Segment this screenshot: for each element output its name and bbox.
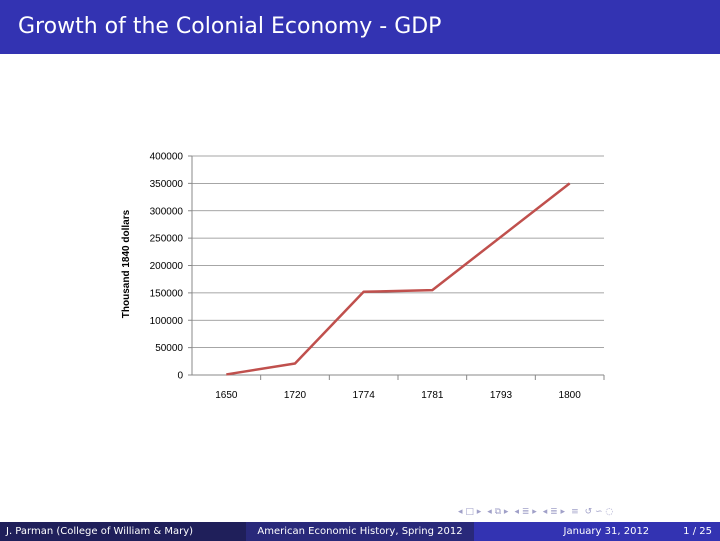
y-tick-label-7: 350000 <box>150 179 184 190</box>
x-axis-tick-labels: 1650 1720 1774 1781 1793 1800 <box>215 375 605 401</box>
nav-section-icon[interactable]: ◂ ≣ ▸ <box>514 507 537 517</box>
footer-course: American Economic History, Spring 2012 <box>246 522 474 541</box>
footer: J. Parman (College of William & Mary) Am… <box>0 522 720 541</box>
series-line-0 <box>226 182 571 376</box>
y-tick-label-1: 50000 <box>155 343 183 354</box>
footer-date: January 31, 2012 <box>563 526 650 537</box>
title-bar: Growth of the Colonial Economy - GDP <box>0 0 720 54</box>
gridlines <box>192 155 604 349</box>
footer-page-number: 1 / 25 <box>683 526 712 537</box>
footer-right: January 31, 2012 1 / 25 <box>474 522 720 541</box>
nav-align-icon[interactable]: ≡ <box>571 507 579 517</box>
y-tick-label-4: 200000 <box>150 261 184 272</box>
series-group <box>226 182 571 376</box>
nav-chapter-icon[interactable]: ◂ ≣ ▸ <box>542 507 566 517</box>
y-axis-tick-labels: 0 50000 100000 150000 200000 250000 300000 3500… <box>150 152 192 382</box>
nav-prev-frame-icon[interactable]: ◂ □ ▸ <box>458 507 482 517</box>
slide-title: Growth of the Colonial Economy - GDP <box>18 14 442 39</box>
x-tick-label-4: 1793 <box>490 390 513 401</box>
nav-search-icon[interactable]: ↺ ∽ ◌ <box>584 507 614 517</box>
x-tick-label-0: 1650 <box>215 390 238 401</box>
y-axis-title: Thousand 1840 dollars <box>121 209 132 318</box>
beamer-navigation[interactable]: ◂ □ ▸ ◂ ⧉ ▸ ◂ ≣ ▸ ◂ ≣ ▸ ≡ ↺ ∽ ◌ <box>458 504 613 520</box>
y-tick-label-2: 100000 <box>150 316 184 327</box>
x-tick-label-3: 1781 <box>421 390 444 401</box>
y-tick-label-5: 250000 <box>150 234 184 245</box>
y-tick-label-0: 0 <box>177 371 183 382</box>
footer-author: J. Parman (College of William & Mary) <box>0 522 246 541</box>
y-tick-label-6: 300000 <box>150 206 184 217</box>
nav-subsection-icon[interactable]: ◂ ⧉ ▸ <box>487 507 509 517</box>
x-tick-label-5: 1800 <box>559 390 582 401</box>
y-tick-label-8: 400000 <box>150 152 184 163</box>
y-tick-label-3: 150000 <box>150 288 184 299</box>
x-tick-label-1: 1720 <box>284 390 307 401</box>
x-tick-label-2: 1774 <box>353 390 376 401</box>
